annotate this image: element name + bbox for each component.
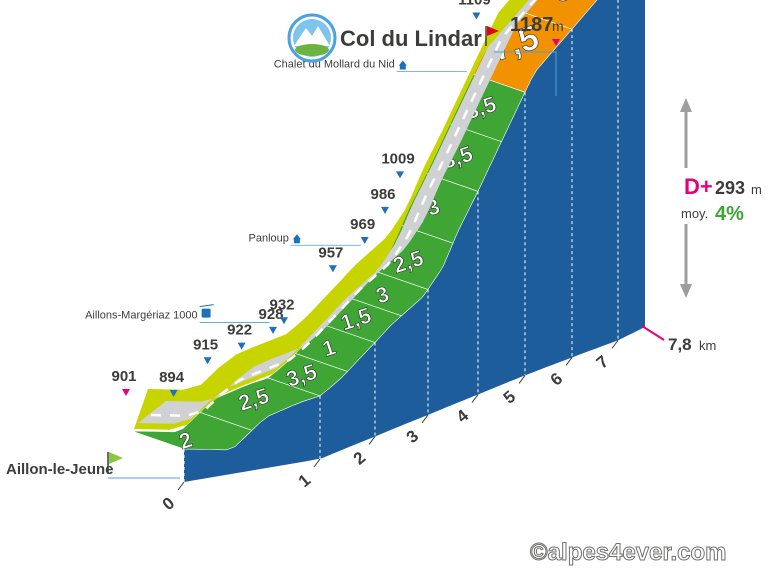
watermark: ©alpes4ever.com [530,539,726,566]
place-name: Panloup [249,232,289,244]
altitude-label: 969 [350,216,375,233]
km-tick-label: 5 [500,387,519,408]
altitude-marker [396,171,404,179]
stats-bg [676,168,768,224]
km-tick-label: 7 [593,352,612,373]
km-tick-label: 3 [403,426,422,447]
summit-flag-icon [485,26,499,46]
start-block: Aillon-le-Jeune [6,452,180,479]
start-flag-icon [107,452,123,474]
title-block: Col du Lindar 1187 m [287,13,564,96]
gondola-cable [199,304,214,308]
km-tick [313,458,321,468]
house-shape [398,60,407,70]
road-surface [138,0,538,424]
altitude-label: 915 [193,336,218,353]
km-tick-label: 4 [453,406,473,427]
altitude-label: 894 [159,369,185,386]
house-icon [398,60,407,70]
place-name: Aillons-Margériaz 1000 [85,310,198,322]
altitude-label: 901 [111,368,136,385]
summit-altitude-unit: m [552,18,564,34]
altitude-label: 928 [258,306,283,323]
summit-altitude: 1187 [510,14,553,36]
altitude-labels-layer: 901894915922928932957969986100911091163 [111,0,491,397]
avg-value: 4% [715,203,744,225]
altitude-label: 922 [227,322,252,339]
km-tick-label: 0 [159,493,178,514]
grade-label: 6 [547,0,577,11]
km-tick [421,414,429,424]
km-tick [518,375,526,384]
altitude-marker [169,389,178,397]
km-tick-label: 1 [295,470,314,491]
gain-value: 293 [715,178,745,198]
distance-value: 7,8 [668,335,692,354]
km-tick [177,481,185,491]
gain-prefix: D+ [684,174,713,199]
km-tick [471,394,479,403]
side-face [184,0,645,482]
km-tick [565,357,573,366]
altitude-label: 957 [318,244,343,261]
chart-title: Col du Lindar [340,26,482,51]
altitude-label: 932 [269,296,294,313]
km-tick [611,340,619,349]
altitude-label: 986 [370,186,395,203]
km-tick-label: 6 [547,369,566,390]
house-icon [292,234,301,244]
km-tick [368,436,376,445]
distance-unit: km [699,338,716,353]
height-arrow-bottom [680,284,692,298]
altitude-marker [328,265,337,273]
road-layer [134,0,538,430]
gondola-icon [199,304,214,318]
height-arrow-top [680,98,692,112]
gain-unit: m [751,182,762,197]
altitude-marker [203,357,212,365]
summit-marker [552,39,560,46]
distance-marker [641,325,665,341]
altitude-marker [472,12,481,20]
stats-block: D+ 293 m moy. 4% [676,98,768,298]
summit-leader-line [494,51,557,96]
road-edge [134,0,530,430]
km-tick-label: 2 [350,448,369,469]
start-name: Aillon-le-Jeune [6,461,114,478]
place-name: Chalet du Mollard du Nid [274,59,395,71]
altitude-marker [122,389,130,397]
altitude-marker [269,326,277,334]
gondola-shape [201,308,211,318]
mountain-logo-icon [287,13,337,63]
altitude-marker [237,342,246,350]
distance-block: 7,8 km [641,325,716,354]
avg-prefix: moy. [681,206,708,221]
grade-tile [519,0,598,30]
house-shape [292,234,301,244]
road-centre-line [150,0,537,417]
altitude-label: 1109 [458,0,491,9]
altitude-marker [280,317,288,325]
altitude-marker [360,237,369,245]
places-layer: Aillons-Margériaz 1000 Panloup Chalet du M… [85,59,467,323]
side-face-layer [184,0,645,482]
altitude-marker [381,206,389,214]
altitude-label: 1009 [381,150,414,167]
